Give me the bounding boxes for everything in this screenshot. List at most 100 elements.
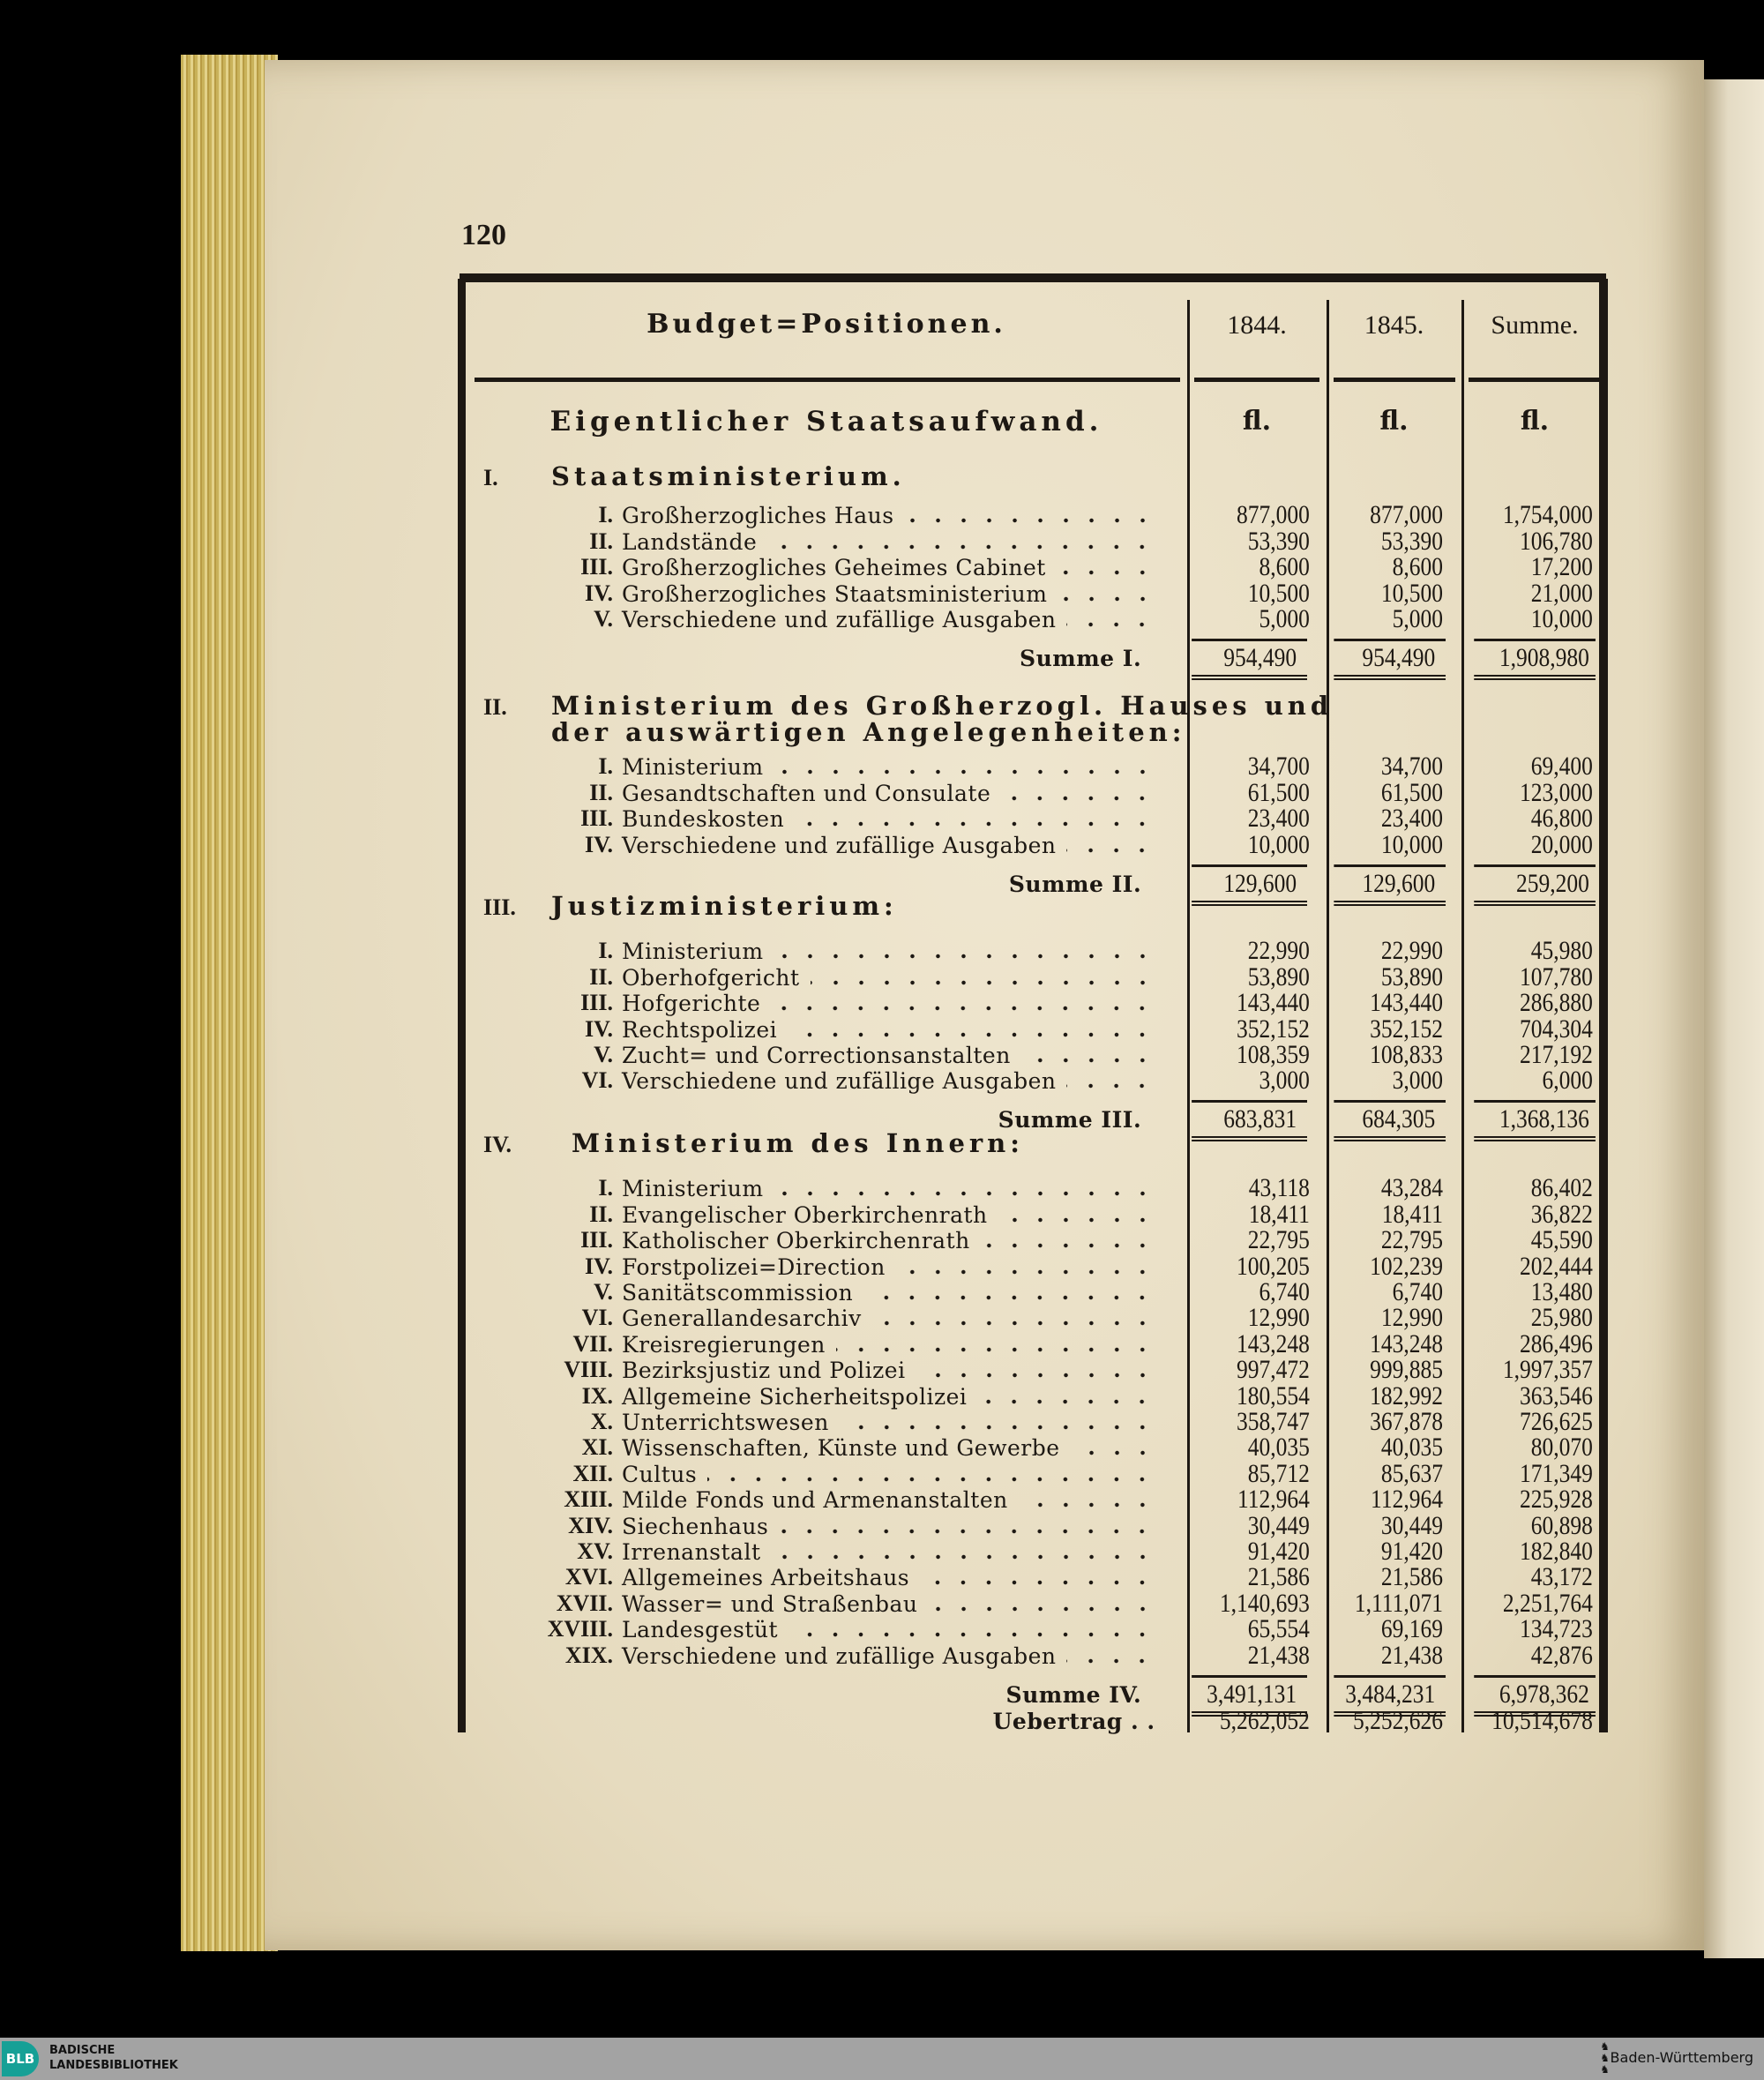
table-row: XIX. Verschiedene und zufällige Ausgaben 2…: [466, 1642, 1599, 1669]
value-summe: 46,800: [1531, 804, 1594, 834]
row-label-cell: V. Sanitätscommission: [466, 1279, 1182, 1306]
item-label: Ministerium: [622, 939, 764, 965]
value-1845: 352,152: [1370, 1014, 1444, 1044]
section-heading-text: Ministerium des Innern:: [572, 1128, 1024, 1158]
dot-leader: [789, 1632, 1155, 1638]
value-summe: 1,368,136: [1474, 1100, 1596, 1142]
row-label-cell: IX. Allgemeine Sicherheitspolizei: [466, 1382, 1182, 1410]
item-label: Ministerium: [622, 754, 764, 781]
value-1845: 999,885: [1370, 1355, 1444, 1385]
table-row: VII. Kreisregierungen 143,248 143,248 286,49…: [466, 1328, 1599, 1358]
row-label-cell: XIII. Milde Fonds und Armenanstalten: [466, 1486, 1182, 1513]
value-1844: 10,000: [1247, 829, 1310, 859]
dot-leader: [707, 1476, 1155, 1482]
item-numeral: XVII.: [556, 1590, 613, 1616]
item-numeral: IX.: [581, 1382, 613, 1409]
item-numeral: III.: [580, 990, 613, 1016]
value-1845: 182,992: [1370, 1380, 1444, 1410]
value-1844: 180,554: [1236, 1380, 1310, 1410]
item-label: Katholischer Oberkirchenrath: [622, 1228, 970, 1254]
value-summe: 20,000: [1531, 829, 1594, 859]
table-row: IV. Forstpolizei=Direction 100,205 102,239 2…: [466, 1251, 1599, 1281]
item-label: Allgemeines Arbeitshaus: [622, 1565, 910, 1591]
value-1845: 34,700: [1381, 752, 1444, 782]
value-1845: 112,964: [1371, 1485, 1444, 1515]
table-row: III. Hofgerichte 143,440 143,440 286,880: [466, 990, 1599, 1017]
dot-leader: [928, 1605, 1155, 1612]
value-1844: 129,600: [1192, 864, 1308, 906]
blb-logo[interactable]: BLB: [2, 2041, 39, 2076]
value-1845: 684,305: [1334, 1100, 1446, 1142]
item-label: Großherzogliches Geheimes Cabinet: [622, 555, 1046, 581]
state-logo[interactable]: Baden-Württemberg: [1610, 2049, 1753, 2066]
value-summe: 2,251,764: [1503, 1588, 1594, 1618]
table-row: V. Verschiedene und zufällige Ausgaben 5,0…: [466, 603, 1599, 633]
table-row: XII. Cultus 85,712 85,637 171,349: [466, 1460, 1599, 1487]
header-rule: [475, 378, 1180, 382]
value-summe: 10,000: [1531, 603, 1594, 633]
dot-leader: [895, 1268, 1155, 1275]
value-summe: 60,898: [1531, 1510, 1594, 1540]
item-numeral: XIV.: [568, 1512, 613, 1538]
table-row: III. Großherzogliches Geheimes Cabinet 8,6…: [466, 552, 1599, 582]
item-label: Landstände: [622, 528, 758, 555]
section-heading: IV. Ministerium des Innern:: [466, 1128, 1599, 1158]
dot-leader: [920, 1580, 1155, 1586]
value-1844: 683,831: [1192, 1100, 1308, 1142]
value-summe: 225,928: [1520, 1485, 1594, 1515]
item-numeral: XIX.: [564, 1642, 613, 1668]
row-label-cell: III. Hofgerichte: [466, 990, 1182, 1016]
row-label-cell: II. Evangelischer Oberkirchenrath: [466, 1201, 1182, 1228]
item-numeral: VI.: [581, 1305, 613, 1331]
book-page-edges: [181, 55, 278, 1951]
value-1844: 22,795: [1247, 1225, 1310, 1255]
item-label: Allgemeine Sicherheitspolizei: [622, 1383, 968, 1410]
item-label: Verschiedene und zufällige Ausgaben: [622, 832, 1057, 858]
value-1844: 143,248: [1236, 1328, 1310, 1358]
sum-row: Summe I. 954,490 954,490 1,908,980: [466, 638, 1599, 680]
header-1845: 1845.: [1364, 311, 1424, 340]
dot-leader: [1058, 595, 1155, 602]
table-row: IV. Verschiedene und zufällige Ausgaben 10…: [466, 829, 1599, 859]
table-row: II. Landstände 53,390 53,390 106,780: [466, 527, 1599, 555]
value-1844: 3,491,131: [1192, 1674, 1308, 1717]
value-1845: 91,420: [1381, 1536, 1444, 1566]
table-row: XI. Wissenschaften, Künste und Gewerbe 40,…: [466, 1433, 1599, 1463]
table-row: IV. Großherzogliches Staatsministerium 10,…: [466, 580, 1599, 607]
page-number: 120: [461, 219, 506, 251]
item-label: Bezirksjustiz und Polizei: [622, 1358, 906, 1384]
value-1845: 8,600: [1393, 552, 1444, 582]
item-label: Verschiedene und zufällige Ausgaben: [622, 606, 1057, 632]
row-label-cell: III. Bundeskosten: [466, 805, 1182, 832]
value-1844: 30,449: [1247, 1510, 1310, 1540]
value-1845: 21,586: [1381, 1562, 1444, 1592]
value-1845: 69,169: [1381, 1614, 1444, 1644]
item-label: Unterrichtswesen: [622, 1409, 829, 1435]
column-divider: [1461, 300, 1464, 1732]
value-1844: 108,359: [1236, 1039, 1310, 1069]
value-1844: 5,262,052: [1219, 1706, 1310, 1735]
value-1845: 43,284: [1381, 1173, 1444, 1203]
dot-leader: [1066, 1083, 1155, 1089]
dot-leader: [1070, 1450, 1155, 1456]
header-1844: 1844.: [1227, 311, 1287, 340]
header-rule: [1194, 378, 1319, 382]
value-1845: 5,000: [1393, 603, 1444, 633]
value-1844: 53,890: [1247, 961, 1310, 991]
row-label-cell: VI. Generallandesarchiv: [466, 1305, 1182, 1331]
dot-leader: [1001, 795, 1155, 801]
value-summe: 123,000: [1520, 777, 1594, 807]
value-1845: 40,035: [1381, 1433, 1444, 1463]
table-row: III. Bundeskosten 23,400 23,400 46,800: [466, 804, 1599, 834]
item-numeral: II.: [589, 963, 613, 990]
sum-label: Summe II.: [1008, 871, 1142, 897]
value-1844: 61,500: [1247, 777, 1310, 807]
table-row: I. Großherzogliches Haus 877,000 877,000 1,7…: [466, 500, 1599, 530]
table-row: IV. Rechtspolizei 352,152 352,152 704,304: [466, 1014, 1599, 1044]
item-numeral: III.: [580, 554, 613, 580]
value-1845: 102,239: [1370, 1251, 1444, 1281]
value-summe: 259,200: [1474, 864, 1596, 906]
value-summe: 6,978,362: [1474, 1674, 1596, 1717]
value-1844: 34,700: [1247, 752, 1310, 782]
value-1845: 877,000: [1370, 500, 1444, 530]
